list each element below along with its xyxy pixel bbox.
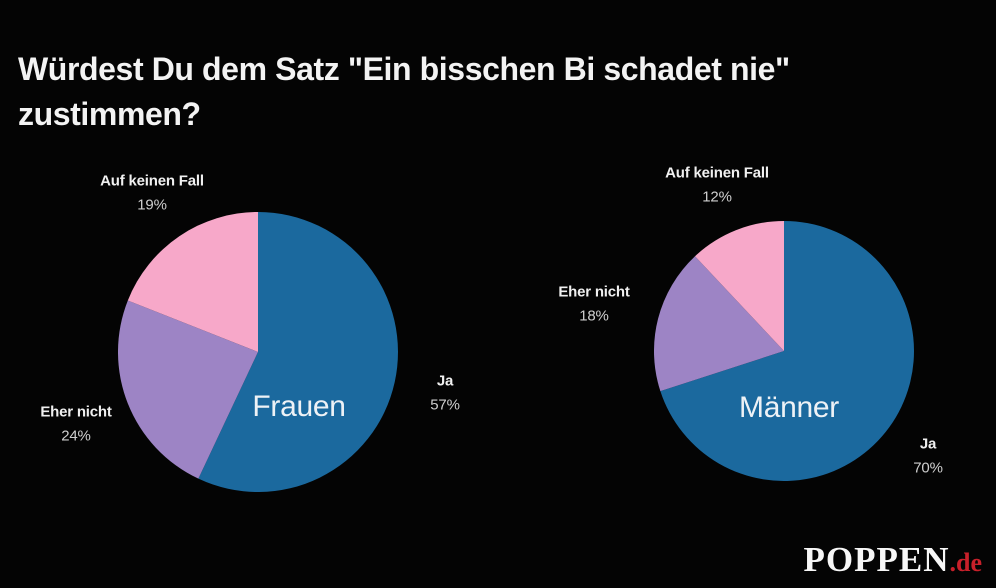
pie-chart-frauen <box>118 212 398 492</box>
slice-label-name: Ja <box>436 372 454 390</box>
slice-label-frauen-auf-keinen-fall: Auf keinen Fall 19% <box>100 173 204 214</box>
slice-label-value: 24% <box>61 427 91 445</box>
slice-label-value: 70% <box>913 459 943 477</box>
pie-group-label-maenner: Männer <box>739 391 839 424</box>
pie-slice-ja <box>198 212 398 492</box>
slice-label-frauen-eher-nicht: Eher nicht 24% <box>40 403 112 445</box>
poppen-logo: POPPEN.de <box>804 540 982 580</box>
page-title: Würdest Du dem Satz "Ein bisschen Bi sch… <box>18 47 790 137</box>
slice-label-value: 18% <box>579 307 609 325</box>
page-title-line2: zustimmen? <box>18 96 201 132</box>
pie-slice-eher-nicht <box>654 256 784 392</box>
pie-slice-eher-nicht <box>118 300 258 479</box>
slice-label-value: 19% <box>137 196 167 214</box>
slice-label-name: Ja <box>919 435 937 453</box>
slice-label-name: Auf keinen Fall <box>665 164 769 182</box>
pie-slice-auf-keinen-fall <box>695 221 784 351</box>
pie-group-label-frauen: Frauen <box>252 390 346 423</box>
slice-label-name: Eher nicht <box>558 283 630 301</box>
pie-slice-ja <box>660 221 914 481</box>
pie-slice-auf-keinen-fall <box>127 212 258 352</box>
logo-tld-text: .de <box>949 548 983 577</box>
slice-label-maenner-eher-nicht: Eher nicht 18% <box>558 283 630 325</box>
slice-label-maenner-ja: Ja 70% <box>913 435 943 477</box>
logo-brand-text: POPPEN <box>803 540 950 579</box>
page-title-line1: Würdest Du dem Satz "Ein bisschen Bi sch… <box>18 51 790 87</box>
slice-label-name: Auf keinen Fall <box>100 172 204 190</box>
pie-chart-maenner <box>654 221 914 481</box>
slice-label-name: Eher nicht <box>40 403 112 421</box>
slice-label-maenner-auf-keinen-fall: Auf keinen Fall 12% <box>665 165 769 206</box>
slice-label-value: 57% <box>430 396 460 414</box>
slice-label-frauen-ja: Ja 57% <box>430 372 460 414</box>
slice-label-value: 12% <box>702 188 732 206</box>
